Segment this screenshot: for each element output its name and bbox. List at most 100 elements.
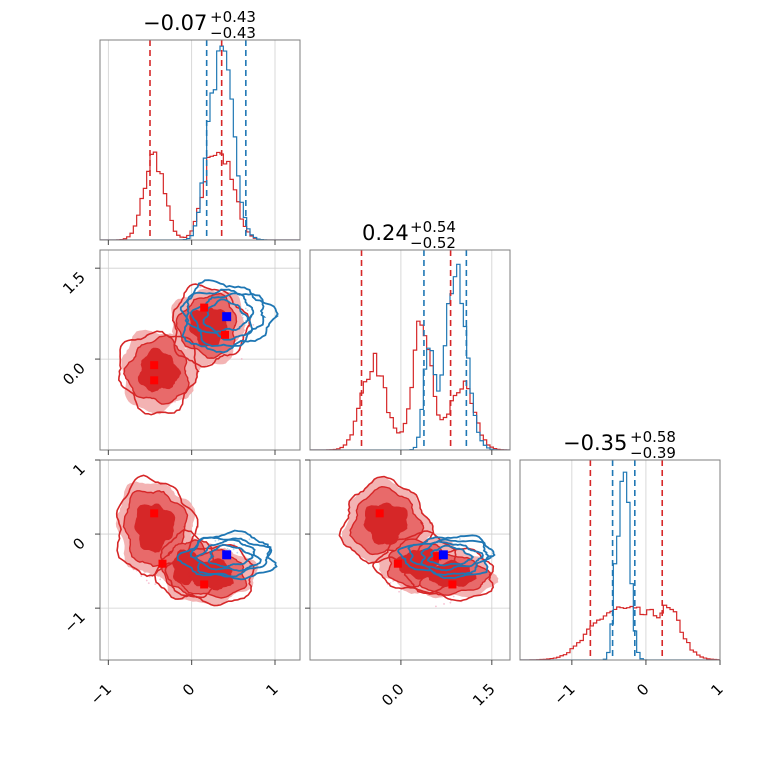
- hist-red-series: [310, 320, 510, 450]
- frame-hist-p1: [99, 39, 301, 241]
- contour-red-inner: [134, 503, 176, 553]
- contour-blue-line: [207, 543, 254, 568]
- hist-p3: [520, 460, 720, 660]
- scatter-point-blue: [241, 314, 244, 317]
- contour-blue-line: [189, 292, 255, 341]
- contour-blue-line: [202, 298, 250, 333]
- contour-blue-line: [397, 534, 496, 580]
- title-p2: 0.24 +0.54 −0.52: [362, 218, 456, 252]
- scatter-point-red: [147, 582, 150, 585]
- contour-p2-p3: [310, 460, 510, 660]
- contour-red-outline: [402, 547, 495, 602]
- scatter-point-blue: [246, 309, 249, 312]
- title-p2-lower: −0.52: [410, 234, 456, 252]
- scatter-point-blue: [228, 548, 231, 551]
- mode-marker-red: [200, 303, 209, 312]
- contour-red-outline: [338, 475, 435, 565]
- frame-hist-p3: [519, 459, 721, 661]
- contour-p1-p2: [100, 250, 300, 450]
- title-p3-lower: −0.39: [630, 444, 676, 462]
- mode-marker-red: [158, 559, 167, 568]
- contour-blue-line: [427, 544, 475, 567]
- x-tick-label: 0: [179, 680, 198, 699]
- contour-blue-line: [407, 538, 492, 576]
- scatter-point-blue: [226, 547, 229, 550]
- scatter-point-red: [199, 285, 202, 288]
- x-tick-label: 1: [707, 680, 726, 699]
- mode-marker-blue: [222, 312, 232, 322]
- frame-contour-p2-p3: [309, 459, 511, 661]
- hist-p1: [100, 40, 300, 240]
- scatter-point-red: [452, 595, 455, 598]
- mode-marker-red: [150, 509, 159, 518]
- mode-marker-red: [393, 559, 402, 568]
- title-p2-value: 0.24: [362, 221, 409, 245]
- hist-p2: [310, 250, 510, 450]
- contour-red-outline: [171, 283, 251, 368]
- frame-contour-p1-p3: [99, 459, 301, 661]
- title-p2-upper: +0.54: [410, 218, 456, 236]
- title-p3-value: −0.35: [563, 431, 627, 455]
- y-tick-label: 1.5: [59, 268, 89, 298]
- title-p1: −0.07 +0.43 −0.43: [143, 8, 256, 42]
- scatter-point-red: [159, 578, 162, 581]
- contour-red-outline: [117, 330, 200, 416]
- scatter-point-red: [252, 324, 255, 326]
- scatter-point-red: [449, 601, 452, 604]
- y-tick-label: 1: [69, 460, 88, 479]
- scatter-point-blue: [214, 539, 217, 542]
- scatter-point-red: [174, 400, 176, 403]
- hist-blue-series: [310, 263, 510, 450]
- title-p1-lower: −0.43: [210, 24, 256, 42]
- hist-blue-series: [100, 45, 300, 240]
- mode-marker-blue: [438, 550, 448, 560]
- x-tick-label: −1: [550, 680, 578, 708]
- mode-marker-red: [221, 330, 229, 339]
- contour-p1-p3: [100, 460, 300, 660]
- x-tick-label: −1: [87, 680, 115, 708]
- x-tick-label: 1: [262, 680, 281, 699]
- scatter-point-red: [240, 358, 243, 360]
- title-p1-value: −0.07: [143, 11, 207, 35]
- y-tick-label: 0: [69, 534, 88, 553]
- hist-blue-series: [520, 471, 720, 660]
- mode-marker-red: [375, 509, 384, 518]
- scatter-point-blue: [459, 538, 461, 540]
- scatter-point-red: [148, 575, 151, 578]
- scatter-point-blue: [233, 543, 236, 546]
- contour-blue-line: [194, 538, 262, 572]
- contour-blue-line: [420, 540, 484, 572]
- mode-marker-blue: [222, 550, 232, 560]
- contour-blue-line: [184, 288, 267, 348]
- mode-marker-red: [448, 580, 457, 589]
- scatter-point-blue: [232, 548, 235, 551]
- y-tick-label: 0.0: [59, 359, 89, 389]
- x-tick-label: 0: [633, 680, 652, 699]
- x-tick-label: 1.5: [469, 680, 499, 710]
- scatter-point-red: [389, 581, 392, 584]
- mode-marker-red: [150, 361, 159, 370]
- scatter-point-blue: [244, 307, 247, 310]
- scatter-point-blue: [236, 551, 239, 554]
- frame-contour-p1-p2: [99, 249, 301, 451]
- title-p3: −0.35 +0.58 −0.39: [563, 428, 676, 462]
- mode-marker-red: [200, 580, 209, 589]
- scatter-point-red: [443, 603, 445, 605]
- scatter-point-red: [154, 583, 157, 586]
- scatter-point-red: [145, 579, 148, 582]
- frame-hist-p2: [309, 249, 511, 451]
- title-p1-upper: +0.43: [210, 8, 256, 26]
- x-tick-label: 0.0: [378, 680, 408, 710]
- scatter-point-red: [140, 575, 143, 577]
- contour-red-inner: [363, 502, 408, 546]
- mode-marker-red: [433, 552, 442, 561]
- contour-blue-line: [176, 529, 278, 581]
- y-tick-label: −1: [60, 608, 88, 636]
- scatter-point-red: [435, 605, 437, 608]
- scatter-point-red: [398, 590, 400, 593]
- scatter-point-blue: [217, 539, 220, 541]
- mode-marker-red: [150, 376, 159, 385]
- scatter-point-blue: [248, 538, 251, 541]
- hist-red-series: [520, 604, 720, 660]
